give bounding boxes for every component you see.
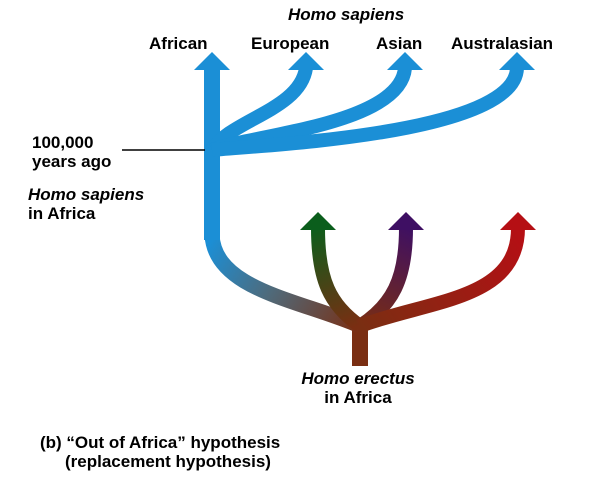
branch-label-african: African (149, 34, 208, 53)
arrowhead-purple (388, 212, 424, 230)
extinct-branch-green (311, 227, 365, 332)
caption-line2: (replacement hypothesis) (65, 452, 271, 471)
arrowhead-australasian (499, 52, 535, 70)
sapiens-root-branch (204, 233, 363, 333)
erectus-origin-label: Homo erectus in Africa (258, 369, 458, 407)
erectus-origin-species: Homo erectus (301, 369, 415, 388)
erectus-origin-place: in Africa (324, 388, 392, 407)
branch-label-european: European (251, 34, 330, 53)
extinct-branch-red (357, 227, 525, 333)
time-marker-line1: 100,000 (32, 133, 94, 152)
arrowhead-green (300, 212, 336, 230)
branch-label-asian: Asian (376, 34, 423, 53)
sapiens-origin-species: Homo sapiens (28, 185, 145, 204)
figure-caption: (b) “Out of Africa” hypothesis (replacem… (40, 433, 280, 471)
arrowhead-african (194, 52, 230, 70)
arrowhead-red (500, 212, 536, 230)
time-marker-line2: years ago (32, 152, 112, 171)
species-title: Homo sapiens (288, 5, 405, 24)
sapiens-origin-place: in Africa (28, 204, 96, 223)
time-marker-label: 100,000 years ago (32, 133, 111, 171)
branch-australasian (211, 66, 524, 157)
branch-label-australasian: Australasian (451, 34, 554, 53)
arrowhead-european (288, 52, 324, 70)
arrowhead-asian (387, 52, 423, 70)
caption-line1: (b) “Out of Africa” hypothesis (40, 433, 281, 452)
sapiens-origin-label: Homo sapiens in Africa (28, 185, 144, 223)
